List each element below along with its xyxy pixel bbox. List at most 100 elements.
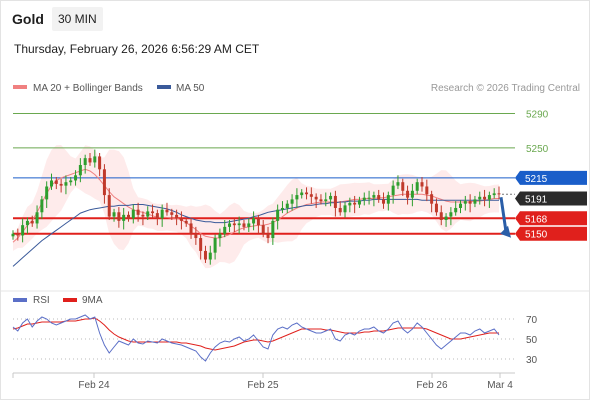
candle [170,208,174,220]
candle [468,194,472,213]
candle [40,195,44,220]
svg-text:5191: 5191 [525,195,548,206]
candle [45,181,49,208]
candle [199,234,203,260]
candle [420,177,424,192]
candle [410,183,414,207]
candle [271,217,275,245]
candle-layer [11,149,501,265]
legend-ma50-label: MA 50 [176,83,205,94]
candle [314,193,318,208]
candle [165,202,169,216]
candle [473,195,477,208]
candle [305,187,309,200]
time-label: Mar 4 [487,380,513,391]
candle [189,218,193,239]
candle [252,211,256,231]
time-label: Feb 24 [78,380,110,391]
candle [64,175,68,195]
candle [396,175,400,190]
candle [319,194,323,205]
candle [483,189,487,207]
candle [155,209,159,226]
candle [218,228,222,247]
ma20-line [12,168,499,243]
candle [175,209,179,226]
candle [74,170,78,186]
candle [228,220,232,233]
candle [179,211,183,230]
candle [329,192,333,207]
candle [439,205,443,226]
candle [126,211,130,222]
candle [69,177,73,186]
candle [11,230,15,240]
candle [93,149,97,168]
candle [367,190,371,205]
candle [107,188,111,220]
candle [415,178,419,195]
candle [160,204,164,227]
candle [141,211,145,226]
candle [343,201,347,218]
candle [434,198,438,216]
candle [242,220,246,231]
candle [35,205,39,229]
candle [16,228,20,241]
legend-9ma-swatch [63,298,77,302]
legend-rsi-label: RSI [33,295,50,306]
rsi-tick-50: 50 [526,335,538,346]
candle [309,187,313,204]
candle [122,207,126,230]
candle [487,191,491,208]
candle [497,186,501,200]
candle [83,154,87,174]
candle [98,152,102,177]
candle [444,213,448,227]
candle [295,188,299,208]
candle [256,214,260,234]
forecast-arrow-head [500,225,511,238]
candle [30,215,34,227]
candle [459,200,463,214]
candle [478,191,482,205]
candle [276,204,280,230]
rsi-line [12,314,500,362]
candle [401,178,405,196]
legend-ma20-swatch [13,85,27,89]
candle [382,192,386,209]
candle [386,191,390,211]
candle [136,202,140,222]
price-tag-5168: 5168 [515,211,587,226]
candle [425,179,429,202]
candle [285,200,289,214]
candle [25,217,29,234]
candle [59,178,63,193]
time-label: Feb 25 [247,380,279,391]
candle [290,194,294,211]
level-tick-5250: 5250 [526,144,549,155]
candle [21,218,25,243]
candle [131,204,135,224]
price-tag-5215: 5215 [515,170,587,185]
legend-layer: MA 20 + Bollinger Bands MA 50 Research ©… [13,83,580,306]
period-selector[interactable]: 30 MIN [52,7,103,31]
legend-rsi-swatch [13,298,27,302]
candle [112,208,116,222]
candle [213,234,217,260]
candle [261,220,265,238]
credit-text: Research © 2026 Trading Central [431,83,580,94]
candle [430,190,434,213]
time-label: Feb 26 [416,380,448,391]
candle [324,192,328,207]
timestamp: Thursday, February 26, 2026 6:56:29 AM C… [14,42,260,56]
candle [102,164,106,204]
candle [280,201,284,214]
candle [449,207,453,226]
candle [208,245,212,265]
rsi-9ma-line [12,317,499,351]
candle [391,180,395,204]
candle [237,216,241,234]
